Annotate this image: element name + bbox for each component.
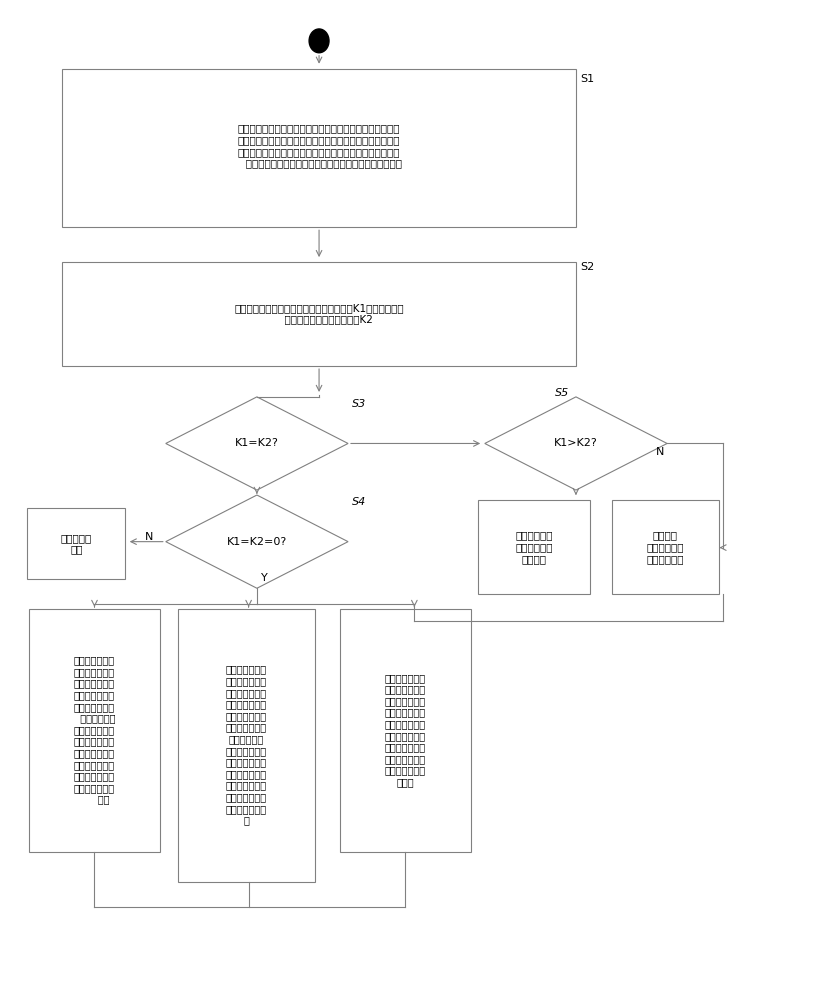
Text: S6: S6 — [362, 621, 376, 631]
Text: K1>K2?: K1>K2? — [553, 438, 597, 448]
FancyBboxPatch shape — [611, 500, 718, 594]
Text: Y: Y — [261, 573, 268, 583]
Polygon shape — [484, 397, 666, 490]
FancyBboxPatch shape — [62, 69, 575, 227]
Text: K1=K2=0?: K1=K2=0? — [227, 537, 287, 547]
Text: S5: S5 — [554, 388, 568, 398]
Text: N: N — [655, 447, 664, 457]
Text: Y: Y — [579, 521, 585, 531]
Text: 将信号周期
延长: 将信号周期 延长 — [60, 533, 92, 554]
FancyBboxPatch shape — [178, 609, 314, 882]
Text: S2: S2 — [579, 262, 594, 272]
FancyBboxPatch shape — [62, 262, 575, 366]
Text: 获取第一方向上遇红灯的最高停车等待次数K1和第二方向上
      遇红灯的最高停车等待次数K2: 获取第一方向上遇红灯的最高停车等待次数K1和第二方向上 遇红灯的最高停车等待次数… — [234, 303, 404, 324]
Polygon shape — [166, 495, 348, 588]
Circle shape — [308, 29, 329, 53]
Text: S4: S4 — [352, 497, 366, 507]
Text: 增加第二
方向上信号灯
周期的绳信比: 增加第二 方向上信号灯 周期的绳信比 — [646, 531, 683, 564]
Text: 第一方向信号灯
为绳灯，第一方
向人行横道没有
行人正在通行，
并且第一方向路
口的过街等待区
内无等待过街行
人的情况下，维
持或开启人行横
道红灯: 第一方向信号灯 为绳灯，第一方 向人行横道没有 行人正在通行， 并且第一方向路 … — [385, 673, 426, 787]
Polygon shape — [166, 397, 348, 490]
Text: 第一方向信号灯
为绳灯，第一方
向人行横道没有
行人正在通行，
并且第一方向路
口的过街等待区
内有行人等待
过街，或等待人
数超过设定阈値
的情况下，开启
人: 第一方向信号灯 为绳灯，第一方 向人行横道没有 行人正在通行， 并且第一方向路 … — [226, 665, 267, 825]
FancyBboxPatch shape — [477, 500, 589, 594]
Text: K1=K2?: K1=K2? — [235, 438, 278, 448]
Text: S1: S1 — [579, 74, 594, 84]
FancyBboxPatch shape — [28, 508, 125, 579]
Text: N: N — [145, 532, 153, 542]
Text: 第一方向信号灯
为绳灯，第一方
向路口过街等待
区内无行人，第
一方向人行横道
  灯正在闪烁，
第一方向人行横
道有行人正在通
行的情况下，延
长人行横道绳灯: 第一方向信号灯 为绳灯，第一方 向路口过街等待 区内无行人，第 一方向人行横道 … — [74, 655, 115, 805]
FancyBboxPatch shape — [29, 609, 160, 852]
Text: 增加第一方向
上信号灯周期
的绳信比: 增加第一方向 上信号灯周期 的绳信比 — [515, 531, 553, 564]
Text: 对于路口每个方向上的机动车进行平面精准连续跟踪，实时
获取每个方向的机动车的数量、每一台机动车的瞬时速度、
精准位置，当机动车瞬时速度持续为零时则判定机动车处于: 对于路口每个方向上的机动车进行平面精准连续跟踪，实时 获取每个方向的机动车的数量… — [236, 124, 401, 168]
Text: S3: S3 — [352, 399, 366, 409]
FancyBboxPatch shape — [339, 609, 470, 852]
